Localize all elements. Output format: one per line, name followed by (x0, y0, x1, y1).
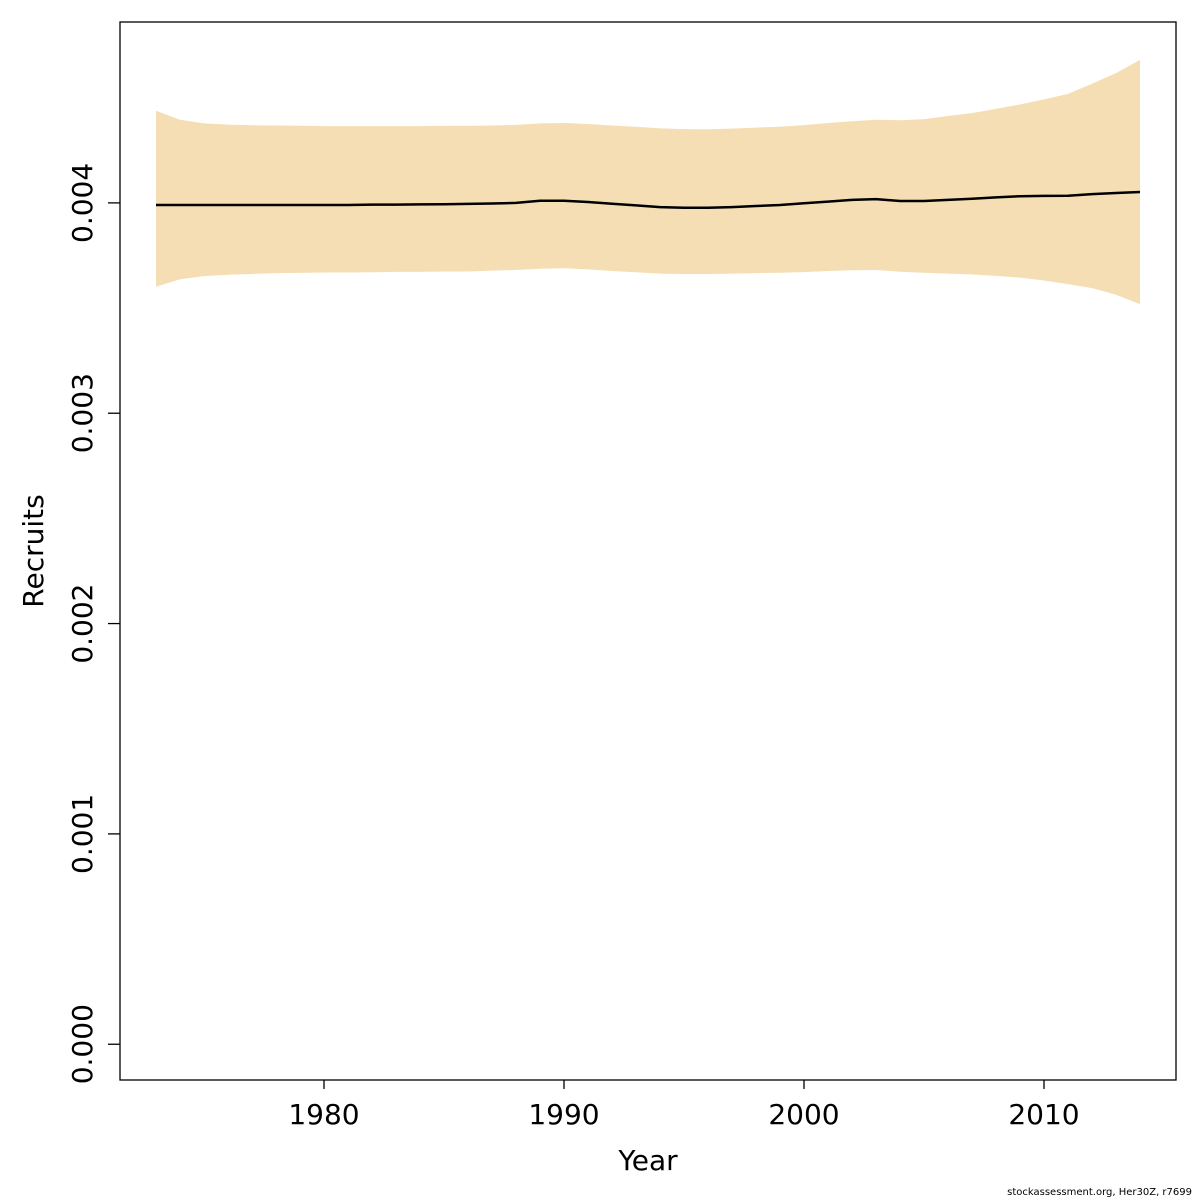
y-tick-label: 0.004 (66, 163, 99, 243)
confidence-band (156, 59, 1140, 305)
x-tick-label: 1980 (288, 1098, 359, 1131)
x-tick-label: 2000 (768, 1098, 839, 1131)
x-axis: 1980 1990 2000 2010 (288, 1080, 1080, 1131)
plot-frame (119, 21, 1177, 1081)
y-tick-label: 0.000 (66, 1004, 99, 1084)
x-tick-label: 2010 (1008, 1098, 1079, 1131)
plot-area (156, 59, 1141, 305)
y-tick-label: 0.001 (66, 794, 99, 874)
y-axis-title: Recruits (17, 494, 50, 607)
source-credit: stockassessment.org, Her30Z, r7699 (1007, 1187, 1192, 1198)
y-tick-label: 0.002 (66, 584, 99, 664)
y-axis: 0.000 0.001 0.002 0.003 0.004 (66, 163, 120, 1084)
x-tick-label: 1990 (528, 1098, 599, 1131)
recruits-line (156, 190, 1141, 209)
y-tick-label: 0.003 (66, 373, 99, 453)
x-axis-title: Year (617, 1144, 678, 1177)
